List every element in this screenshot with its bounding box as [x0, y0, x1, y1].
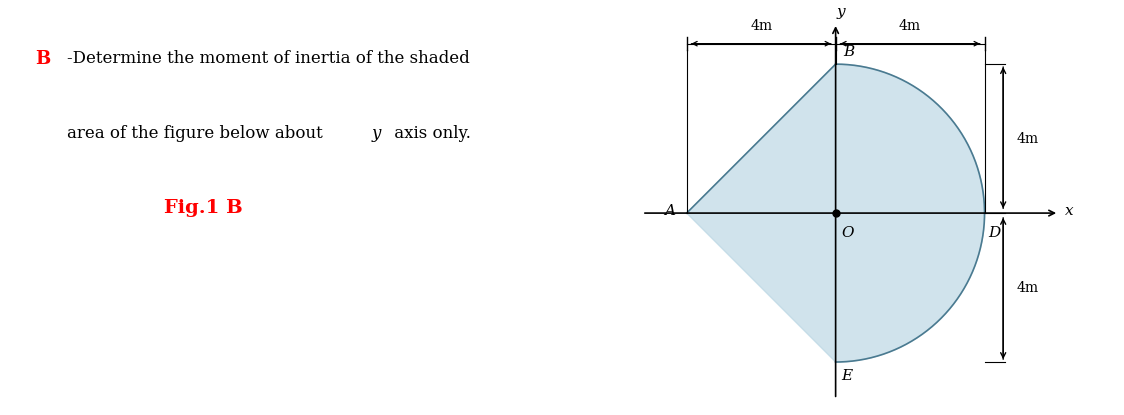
Text: 4m: 4m — [899, 19, 922, 33]
Text: E: E — [841, 369, 852, 383]
Text: 4m: 4m — [1016, 132, 1039, 146]
Text: 4m: 4m — [750, 19, 772, 33]
Text: area of the figure below about: area of the figure below about — [67, 124, 328, 142]
Text: axis only.: axis only. — [389, 124, 471, 142]
Text: y: y — [371, 124, 381, 142]
Text: A: A — [664, 204, 676, 218]
Text: D: D — [988, 226, 1000, 240]
Text: B: B — [35, 50, 51, 68]
Text: -Determine the moment of inertia of the shaded: -Determine the moment of inertia of the … — [67, 50, 470, 67]
Text: Fig.1 B: Fig.1 B — [164, 199, 243, 217]
Text: x: x — [1064, 204, 1073, 218]
Text: y: y — [837, 5, 845, 20]
Polygon shape — [687, 64, 985, 362]
Text: B: B — [843, 44, 854, 59]
Text: 4m: 4m — [1016, 281, 1039, 295]
Text: O: O — [841, 226, 854, 240]
